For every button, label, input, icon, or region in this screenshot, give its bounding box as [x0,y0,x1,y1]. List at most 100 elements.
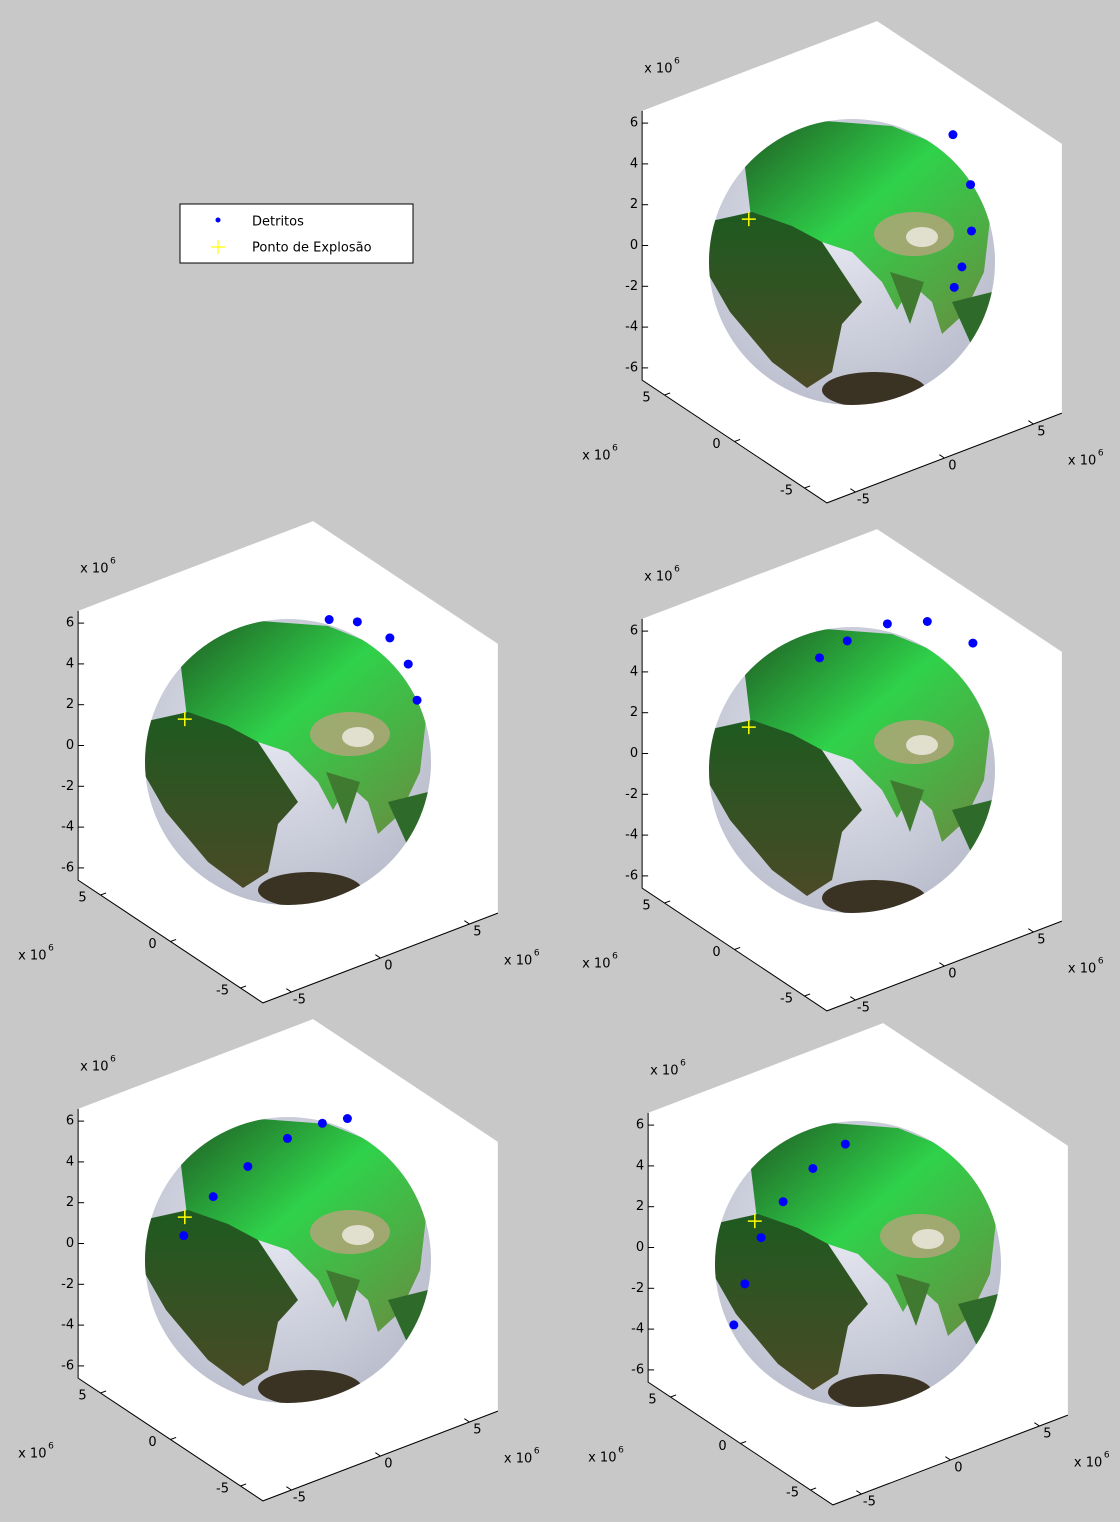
x-tick-label: 0 [384,959,392,974]
axis-multiplier: x 10 [644,569,672,584]
axis-multiplier: x 10 [1068,454,1096,469]
axis-multiplier-power: 6 [612,952,618,962]
x-tick [1034,1422,1040,1427]
debris-point [948,130,958,140]
x-tick [945,1456,951,1461]
y-tick-label: 5 [642,391,650,406]
axis-multiplier: x 10 [650,1063,678,1078]
explosion-point [741,720,756,735]
legend-box [179,203,414,264]
debris-point [949,282,959,292]
x-tick-label: 5 [1037,933,1045,948]
y-tick-label: 0 [712,437,720,452]
y-tick-label: -5 [780,992,793,1007]
y-tick-label: 5 [78,891,86,906]
axis-multiplier-power: 6 [110,1054,116,1064]
z-tick-label: 0 [630,238,638,253]
z-tick-label: 2 [630,705,638,720]
x-tick-label: 5 [1037,425,1045,440]
x-tick [286,988,292,993]
y-tick [240,985,247,989]
z-tick-label: -6 [625,360,638,375]
axis-multiplier-power: 6 [48,944,54,954]
z-tick-label: -4 [625,828,638,843]
z-tick-label: -4 [61,1318,74,1333]
debris-point [179,1231,189,1241]
debris-point [882,619,892,629]
axis-multiplier: x 10 [644,61,672,76]
z-tick-label: 0 [630,746,638,761]
axis-multiplier-power: 6 [1104,1451,1110,1461]
debris-point [756,1233,766,1243]
debris-point [729,1320,739,1330]
axis-multiplier: x 10 [18,949,46,964]
legend-marker [215,217,221,223]
z-tick-label: 2 [66,697,74,712]
x-tick-label: 0 [954,1461,962,1476]
x-tick [856,1490,862,1495]
x-tick-label: 0 [948,459,956,474]
x-tick [850,996,856,1001]
y-tick [670,1394,677,1398]
x-tick-label: 0 [384,1457,392,1472]
axis-multiplier-power: 6 [48,1442,54,1452]
axis-multiplier-power: 6 [674,56,680,66]
x-tick [464,920,470,925]
axis-multiplier: x 10 [582,449,610,464]
y-tick [170,938,177,942]
z-tick-label: 6 [630,116,638,131]
x-tick [1028,928,1034,933]
z-tick-label: 6 [66,1114,74,1129]
debris-point [403,659,413,669]
z-tick-label: -2 [61,1277,74,1292]
y-tick [664,900,671,904]
explosion-point [747,1214,762,1229]
debris-point [957,262,967,272]
x-tick [939,454,945,459]
axis-multiplier: x 10 [1074,1456,1102,1471]
axis-multiplier-power: 6 [618,1446,624,1456]
z-tick-label: 0 [636,1240,644,1255]
legend-label: Ponto de Explosão [252,241,372,256]
y-tick-label: -5 [216,1482,229,1497]
y-tick-label: -5 [780,484,793,499]
axis-multiplier-power: 6 [534,1447,540,1457]
z-tick-label: 4 [630,664,638,679]
debris-point [814,653,824,663]
legend-marker [211,240,225,254]
z-tick-label: 6 [66,616,74,631]
debris-point [842,636,852,646]
z-tick-label: -4 [61,820,74,835]
z-tick-label: -4 [631,1322,644,1337]
y-tick-label: 5 [648,1393,656,1408]
y-tick [804,485,811,489]
y-tick-label: -5 [216,984,229,999]
axis-multiplier: x 10 [588,1451,616,1466]
debris-point [922,617,932,627]
x-tick [850,488,856,493]
x-tick-label: -5 [857,493,870,508]
z-tick-label: -6 [61,1358,74,1373]
x-tick [375,1452,381,1457]
z-tick-label: 0 [66,1236,74,1251]
y-tick-label: 0 [148,937,156,952]
debris-point [740,1279,750,1289]
x-tick [1028,420,1034,425]
z-tick-label: -2 [625,787,638,802]
z-tick-label: 6 [630,624,638,639]
z-tick-label: 2 [66,1195,74,1210]
debris-point [778,1197,788,1207]
y-tick-label: -5 [786,1486,799,1501]
axis-multiplier-power: 6 [680,1058,686,1068]
debris-point [808,1163,818,1173]
y-tick [734,946,741,950]
x-tick-label: 5 [473,925,481,940]
x-tick [286,1486,292,1491]
y-tick-label: 0 [148,1435,156,1450]
z-tick-label: 4 [66,1154,74,1169]
debris-point [352,617,362,627]
explosion-point [177,712,192,727]
